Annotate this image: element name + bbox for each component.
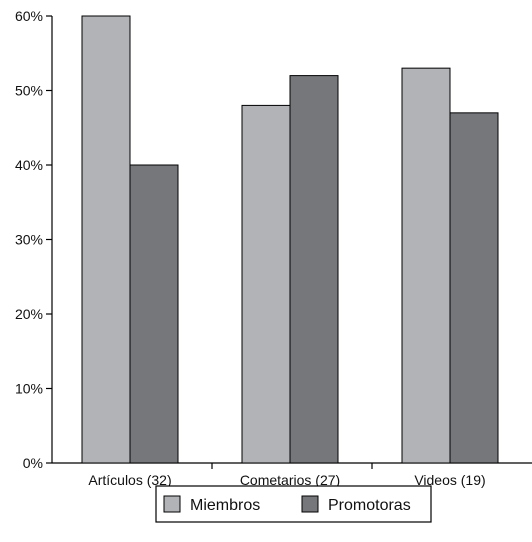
bar-promotoras-2 <box>449 112 499 464</box>
bar-miembros-0 <box>81 15 131 464</box>
legend-box <box>155 485 432 523</box>
x-tick-label: Videos (19) <box>414 472 485 488</box>
legend-label-miembros: Miembros <box>190 497 260 514</box>
legend-swatch-promotoras <box>301 495 319 513</box>
x-tick-label: Artículos (32) <box>88 472 171 488</box>
y-tick-label: 30% <box>15 232 43 248</box>
bar-miembros-2 <box>401 67 451 464</box>
y-tick-label: 20% <box>15 306 43 322</box>
y-tick-label: 50% <box>15 83 43 99</box>
legend: Miembros Promotoras <box>155 485 432 523</box>
legend-swatch-miembros <box>163 495 181 513</box>
bar-promotoras-0 <box>129 164 179 464</box>
bar-miembros-1 <box>241 104 291 464</box>
bar-promotoras-1 <box>289 75 339 464</box>
x-tick-label: Cometarios (27) <box>240 472 340 488</box>
plot-area: 0% 10% 20% 30% 40% 50% 60% Artículos (32) Cometa… <box>15 8 532 488</box>
y-tick-label: 60% <box>15 8 43 24</box>
y-tick-label: 0% <box>23 455 43 471</box>
legend-label-promotoras: Promotoras <box>328 497 411 514</box>
y-tick-label: 40% <box>15 157 43 173</box>
y-tick-label: 10% <box>15 381 43 397</box>
